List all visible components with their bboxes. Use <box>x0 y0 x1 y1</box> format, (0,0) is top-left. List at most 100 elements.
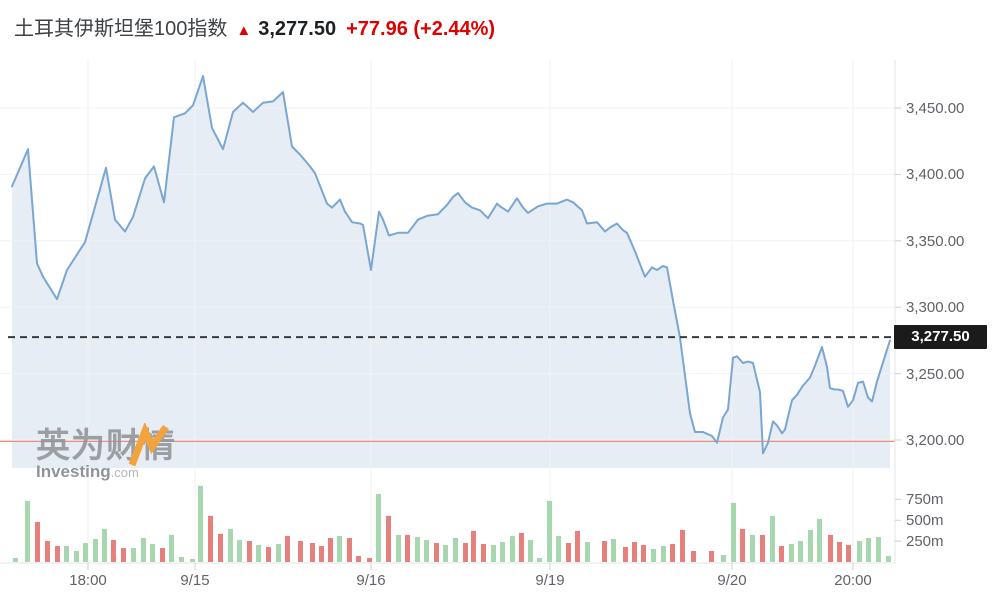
watermark: 英为财情 Investing.com <box>36 423 176 481</box>
volume-bar <box>661 546 666 562</box>
volume-bar <box>424 540 429 562</box>
volume-bar <box>491 545 496 562</box>
volume-bar <box>566 543 571 562</box>
volume-axis-label: 500m <box>906 512 944 530</box>
volume-bar <box>405 534 410 562</box>
volume-bar <box>876 537 881 562</box>
volume-axis-label: 750m <box>906 491 944 509</box>
x-axis-label: 9/15 <box>180 572 210 589</box>
volume-bar <box>247 541 252 562</box>
volume-bar <box>266 547 271 562</box>
volume-bar <box>256 545 261 562</box>
volume-bar <box>770 515 775 562</box>
watermark-brand: Investing.com <box>36 462 176 481</box>
volume-bar <box>179 557 184 562</box>
volume-bar <box>276 544 281 562</box>
volume-bar <box>64 546 69 562</box>
volume-bar <box>528 540 533 562</box>
volume-bar <box>886 556 891 562</box>
volume-bar <box>779 546 784 562</box>
volume-bar <box>500 542 505 562</box>
x-axis-label: 20:00 <box>834 572 872 589</box>
volume-bar <box>237 540 242 562</box>
volume-bar <box>74 551 79 562</box>
volume-bar <box>386 515 391 562</box>
volume-bar <box>837 542 842 562</box>
volume-bar <box>602 541 607 562</box>
volume-bar <box>376 493 381 562</box>
volume-bar <box>556 535 561 562</box>
volume-bar <box>396 534 401 562</box>
volume-bar <box>93 539 98 562</box>
y-axis-label: 3,400.00 <box>906 166 965 184</box>
volume-bar <box>453 538 458 562</box>
volume-bar <box>141 538 146 562</box>
volume-bar <box>846 545 851 562</box>
volume-bar <box>740 528 745 562</box>
volume-bar <box>356 556 361 562</box>
volume-bar <box>208 515 213 562</box>
volume-bar <box>121 548 126 562</box>
volume-bar <box>319 546 324 562</box>
volume-bar <box>471 530 476 562</box>
y-axis-label: 3,450.00 <box>906 100 965 117</box>
volume-bar <box>298 541 303 562</box>
volume-bar <box>310 543 315 562</box>
volume-bar <box>789 544 794 562</box>
volume-bar <box>760 534 765 562</box>
volume-bar <box>680 529 685 562</box>
last-price-badge: 3,277.50 <box>894 325 987 349</box>
volume-bar <box>623 547 628 562</box>
price-line <box>11 75 891 455</box>
volume-bar <box>169 534 174 562</box>
volume-bar <box>285 535 290 562</box>
volume-bar <box>585 542 590 562</box>
volume-bar <box>817 518 822 562</box>
bolt-icon <box>128 423 169 467</box>
price-area <box>12 76 890 468</box>
volume-bar <box>337 535 342 562</box>
volume-bar <box>463 543 468 562</box>
volume-bar <box>25 500 30 562</box>
brand-suffix: .com <box>110 465 139 480</box>
volume-bar <box>537 558 542 562</box>
volume-bar <box>750 534 755 562</box>
volume-bar <box>547 500 552 562</box>
x-axis-label: 18:00 <box>69 572 107 589</box>
volume-bar <box>709 551 714 562</box>
volume-axis-label: 250m <box>906 533 944 551</box>
page-title: 土耳其伊斯坦堡100指数 <box>14 18 228 40</box>
volume-bar <box>415 537 420 562</box>
volume-bar <box>367 558 372 562</box>
volume-bar <box>611 539 616 562</box>
price-up-arrow-icon: ▲ <box>236 22 252 39</box>
x-axis-label: 9/20 <box>717 572 747 589</box>
brand-text: Investing <box>36 462 111 481</box>
volume-bar <box>510 535 515 562</box>
volume-bar <box>55 546 60 562</box>
y-axis-label: 3,200.00 <box>906 432 965 449</box>
volume-bar <box>45 541 50 562</box>
y-axis-label: 3,350.00 <box>906 232 965 250</box>
volume-bar <box>731 502 736 562</box>
x-axis-label: 9/19 <box>535 572 565 589</box>
volume-bar <box>102 528 107 562</box>
volume-bar <box>808 529 813 562</box>
volume-bar <box>828 534 833 562</box>
last-price: 3,277.50 <box>258 18 337 40</box>
y-axis-label: 3,300.00 <box>906 299 965 317</box>
volume-bar <box>481 544 486 562</box>
volume-bar <box>670 544 675 562</box>
volume-bar <box>434 543 439 562</box>
volume-bar <box>111 540 116 562</box>
volume-bar <box>35 521 40 562</box>
volume-bar <box>641 545 646 562</box>
volume-bar <box>83 543 88 562</box>
volume-bar <box>328 538 333 562</box>
volume-bar <box>443 545 448 562</box>
volume-bar <box>866 538 871 562</box>
volume-bar <box>857 541 862 562</box>
volume-bar <box>190 559 195 562</box>
volume-bar <box>198 485 203 562</box>
